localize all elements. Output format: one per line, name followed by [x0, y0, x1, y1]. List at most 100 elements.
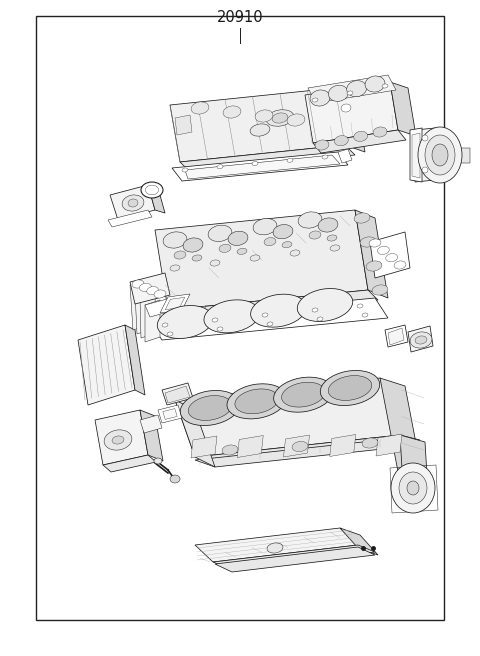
Polygon shape — [338, 149, 352, 163]
Ellipse shape — [204, 300, 259, 333]
Ellipse shape — [327, 235, 337, 241]
Ellipse shape — [222, 445, 238, 455]
Ellipse shape — [112, 436, 124, 444]
Ellipse shape — [154, 458, 162, 464]
Ellipse shape — [170, 265, 180, 271]
Ellipse shape — [320, 371, 380, 405]
Polygon shape — [213, 545, 375, 569]
Ellipse shape — [298, 212, 322, 228]
Ellipse shape — [328, 376, 372, 400]
Polygon shape — [145, 296, 182, 317]
Ellipse shape — [297, 289, 353, 321]
Ellipse shape — [432, 144, 448, 166]
Ellipse shape — [425, 135, 455, 175]
Polygon shape — [162, 383, 193, 405]
Polygon shape — [184, 308, 202, 318]
Ellipse shape — [104, 430, 132, 450]
Polygon shape — [415, 128, 435, 182]
Ellipse shape — [217, 165, 223, 169]
Polygon shape — [330, 434, 356, 457]
Ellipse shape — [217, 327, 223, 331]
Ellipse shape — [347, 81, 367, 96]
Ellipse shape — [162, 323, 168, 327]
Ellipse shape — [347, 91, 353, 95]
Polygon shape — [284, 435, 310, 457]
Ellipse shape — [394, 261, 406, 269]
Ellipse shape — [422, 135, 428, 141]
Polygon shape — [175, 378, 400, 457]
Polygon shape — [140, 415, 162, 433]
Ellipse shape — [391, 463, 435, 513]
Polygon shape — [130, 273, 170, 304]
Ellipse shape — [219, 244, 231, 253]
Ellipse shape — [180, 390, 240, 426]
Ellipse shape — [372, 285, 388, 295]
Polygon shape — [335, 88, 365, 152]
Ellipse shape — [422, 167, 428, 173]
Ellipse shape — [310, 90, 330, 106]
Polygon shape — [180, 145, 355, 172]
Polygon shape — [400, 435, 428, 492]
Ellipse shape — [145, 185, 158, 195]
Ellipse shape — [373, 127, 387, 137]
Ellipse shape — [255, 110, 273, 122]
Ellipse shape — [386, 254, 397, 262]
Ellipse shape — [354, 131, 368, 142]
Ellipse shape — [287, 114, 305, 126]
Polygon shape — [135, 287, 152, 334]
Polygon shape — [175, 115, 192, 135]
Ellipse shape — [360, 237, 376, 247]
Ellipse shape — [362, 438, 378, 448]
Ellipse shape — [318, 218, 338, 232]
Ellipse shape — [365, 76, 385, 92]
Polygon shape — [195, 528, 358, 562]
Ellipse shape — [272, 113, 288, 123]
Polygon shape — [335, 93, 358, 117]
Polygon shape — [170, 88, 345, 162]
Polygon shape — [78, 325, 135, 405]
Ellipse shape — [252, 161, 258, 165]
Polygon shape — [125, 325, 145, 395]
Ellipse shape — [267, 543, 283, 553]
Ellipse shape — [235, 389, 278, 414]
Ellipse shape — [322, 155, 328, 159]
Polygon shape — [355, 210, 388, 298]
Ellipse shape — [312, 98, 318, 102]
Polygon shape — [390, 82, 416, 136]
Ellipse shape — [290, 250, 300, 256]
Ellipse shape — [250, 255, 260, 261]
Polygon shape — [140, 293, 156, 338]
Polygon shape — [148, 185, 165, 213]
Polygon shape — [158, 405, 182, 423]
Polygon shape — [108, 210, 152, 227]
Polygon shape — [388, 328, 404, 345]
Polygon shape — [191, 436, 217, 458]
Polygon shape — [140, 410, 163, 461]
Polygon shape — [215, 547, 375, 572]
Ellipse shape — [253, 218, 277, 235]
Ellipse shape — [128, 199, 138, 207]
Ellipse shape — [266, 110, 294, 126]
Ellipse shape — [182, 168, 188, 172]
Polygon shape — [110, 185, 155, 220]
Ellipse shape — [282, 241, 292, 248]
Ellipse shape — [170, 475, 180, 483]
Ellipse shape — [273, 224, 293, 239]
Ellipse shape — [282, 382, 325, 407]
Ellipse shape — [382, 84, 388, 88]
Polygon shape — [340, 528, 378, 555]
Ellipse shape — [292, 441, 308, 451]
Ellipse shape — [362, 313, 368, 317]
Ellipse shape — [366, 261, 382, 271]
Ellipse shape — [147, 287, 158, 295]
Polygon shape — [172, 152, 348, 181]
Ellipse shape — [418, 127, 462, 183]
Ellipse shape — [262, 313, 268, 317]
Polygon shape — [412, 133, 420, 178]
Ellipse shape — [183, 238, 203, 252]
Polygon shape — [308, 75, 396, 103]
Polygon shape — [163, 409, 177, 419]
Bar — [36, 16, 444, 620]
Polygon shape — [180, 306, 206, 321]
Polygon shape — [313, 130, 406, 153]
